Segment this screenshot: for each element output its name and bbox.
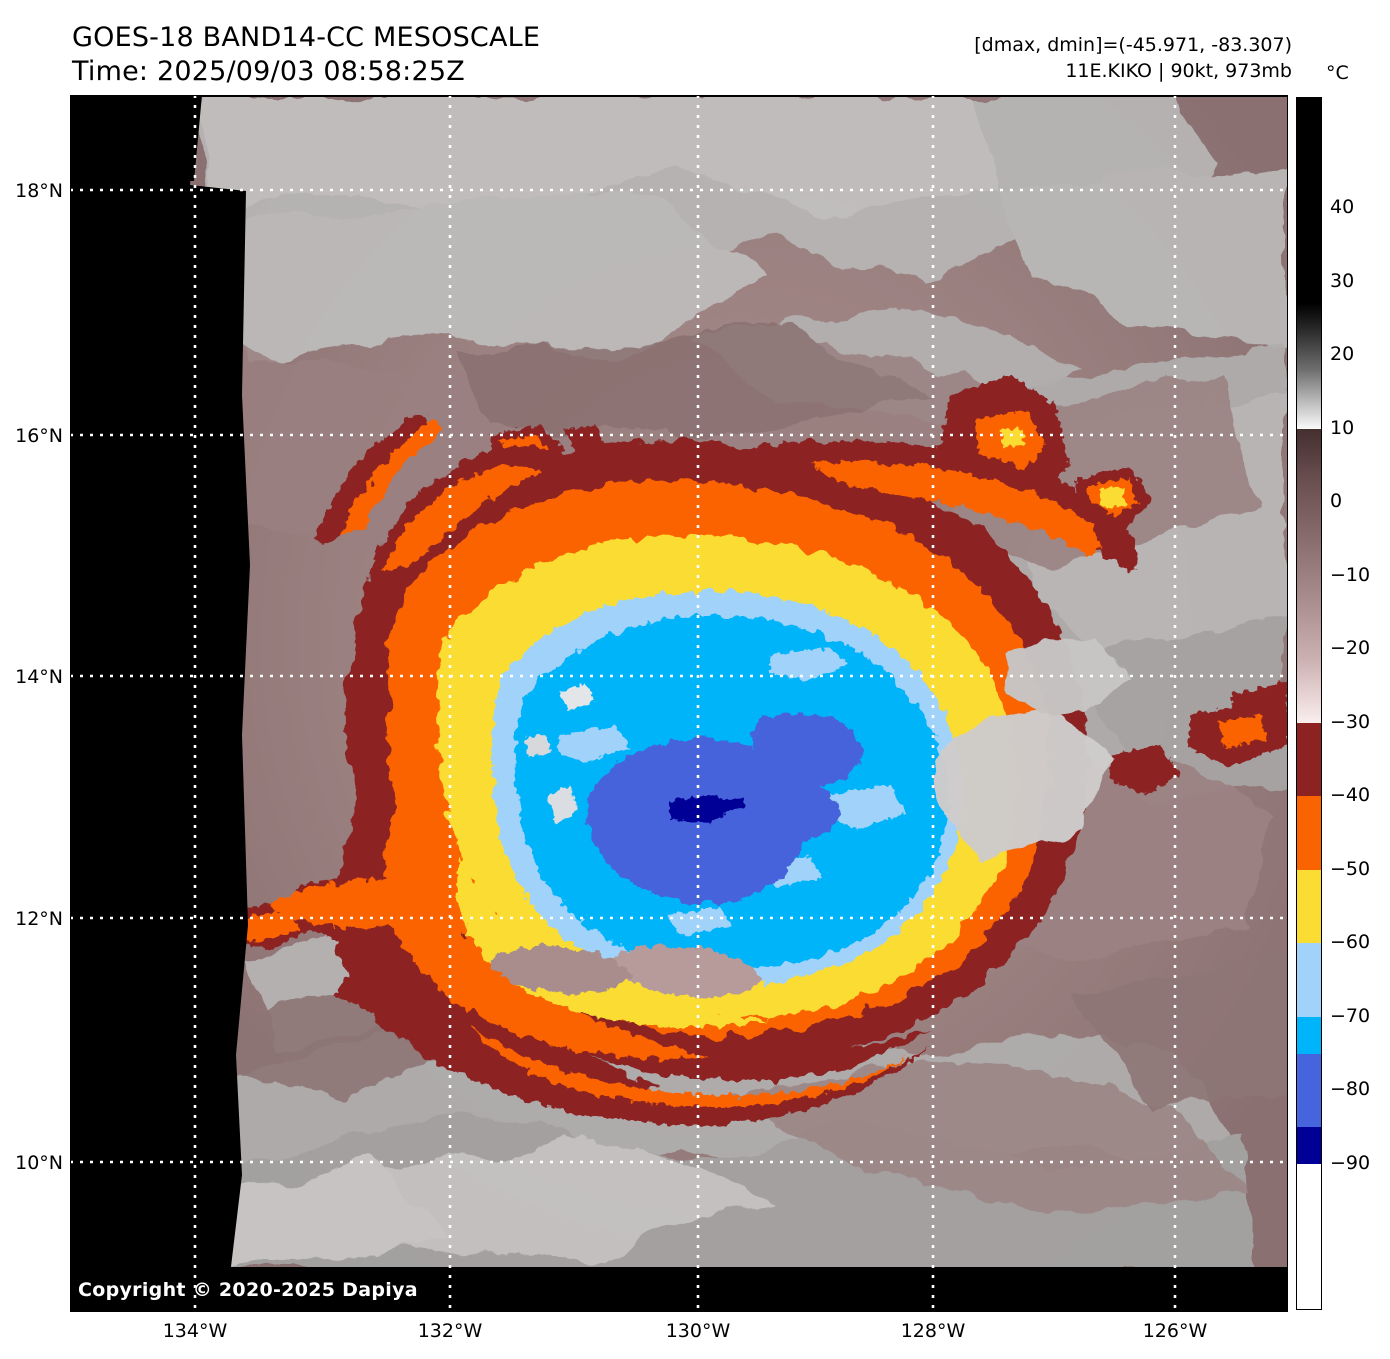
colorbar-tick-40: 40	[1330, 196, 1355, 219]
graticule	[70, 95, 1288, 1312]
copyright-label: Copyright © 2020-2025 Dapiya	[78, 1279, 418, 1301]
colorbar-band-greyscale	[1297, 98, 1321, 429]
colorbar-band-orange	[1297, 796, 1321, 870]
colorbar-unit-label: °C	[1326, 62, 1349, 84]
lat-label-18n: 18°N	[15, 180, 63, 202]
colorbar-band-cyan	[1297, 1016, 1321, 1054]
colorbar-tick-0: 0	[1330, 490, 1343, 513]
lon-label-132w: 132°W	[417, 1320, 483, 1342]
colorbar-tick-minus80: −80	[1330, 1078, 1371, 1101]
colorbar-tick-30: 30	[1330, 269, 1355, 292]
dmax-dmin-label: [dmax, dmin]=(-45.971, -83.307)	[974, 34, 1292, 56]
storm-info-label: 11E.KIKO | 90kt, 973mb	[1065, 60, 1292, 82]
colorbar-tick-minus30: −30	[1330, 710, 1371, 733]
colorbar-band-darkred	[1297, 722, 1321, 797]
colorbar-band-mauve	[1297, 428, 1321, 723]
lat-label-10n: 10°N	[15, 1152, 63, 1174]
lon-label-134w: 134°W	[162, 1320, 228, 1342]
colorbar-tick-20: 20	[1330, 343, 1355, 366]
colorbar-band-royalblue	[1297, 1053, 1321, 1128]
lon-label-126w: 126°W	[1142, 1320, 1208, 1342]
lat-label-12n: 12°N	[15, 908, 63, 930]
colorbar-tick-10: 10	[1330, 416, 1355, 439]
lon-label-130w: 130°W	[665, 1320, 731, 1342]
colorbar-tick-minus20: −20	[1330, 637, 1371, 660]
satellite-image-plot[interactable]	[70, 95, 1288, 1312]
lon-label-128w: 128°W	[900, 1320, 966, 1342]
colorbar-band-navy	[1297, 1127, 1321, 1164]
satellite-raster	[70, 95, 1288, 1312]
colorbar-tick-minus90: −90	[1330, 1151, 1371, 1174]
colorbar-tick-minus60: −60	[1330, 931, 1371, 954]
page-title: GOES-18 BAND14-CC MESOSCALE	[72, 22, 541, 53]
colorbar[interactable]	[1296, 97, 1322, 1310]
lat-label-14n: 14°N	[15, 666, 63, 688]
colorbar-tick-minus10: −10	[1330, 563, 1371, 586]
timestamp-label: Time: 2025/09/03 08:58:25Z	[72, 56, 465, 87]
colorbar-band-yellow	[1297, 869, 1321, 944]
colorbar-band-white	[1297, 1163, 1321, 1309]
colorbar-tick-minus50: −50	[1330, 857, 1371, 880]
lat-label-16n: 16°N	[15, 425, 63, 447]
colorbar-tick-minus70: −70	[1330, 1004, 1371, 1027]
colorbar-tick-minus40: −40	[1330, 784, 1371, 807]
colorbar-band-lightblue	[1297, 943, 1321, 1017]
